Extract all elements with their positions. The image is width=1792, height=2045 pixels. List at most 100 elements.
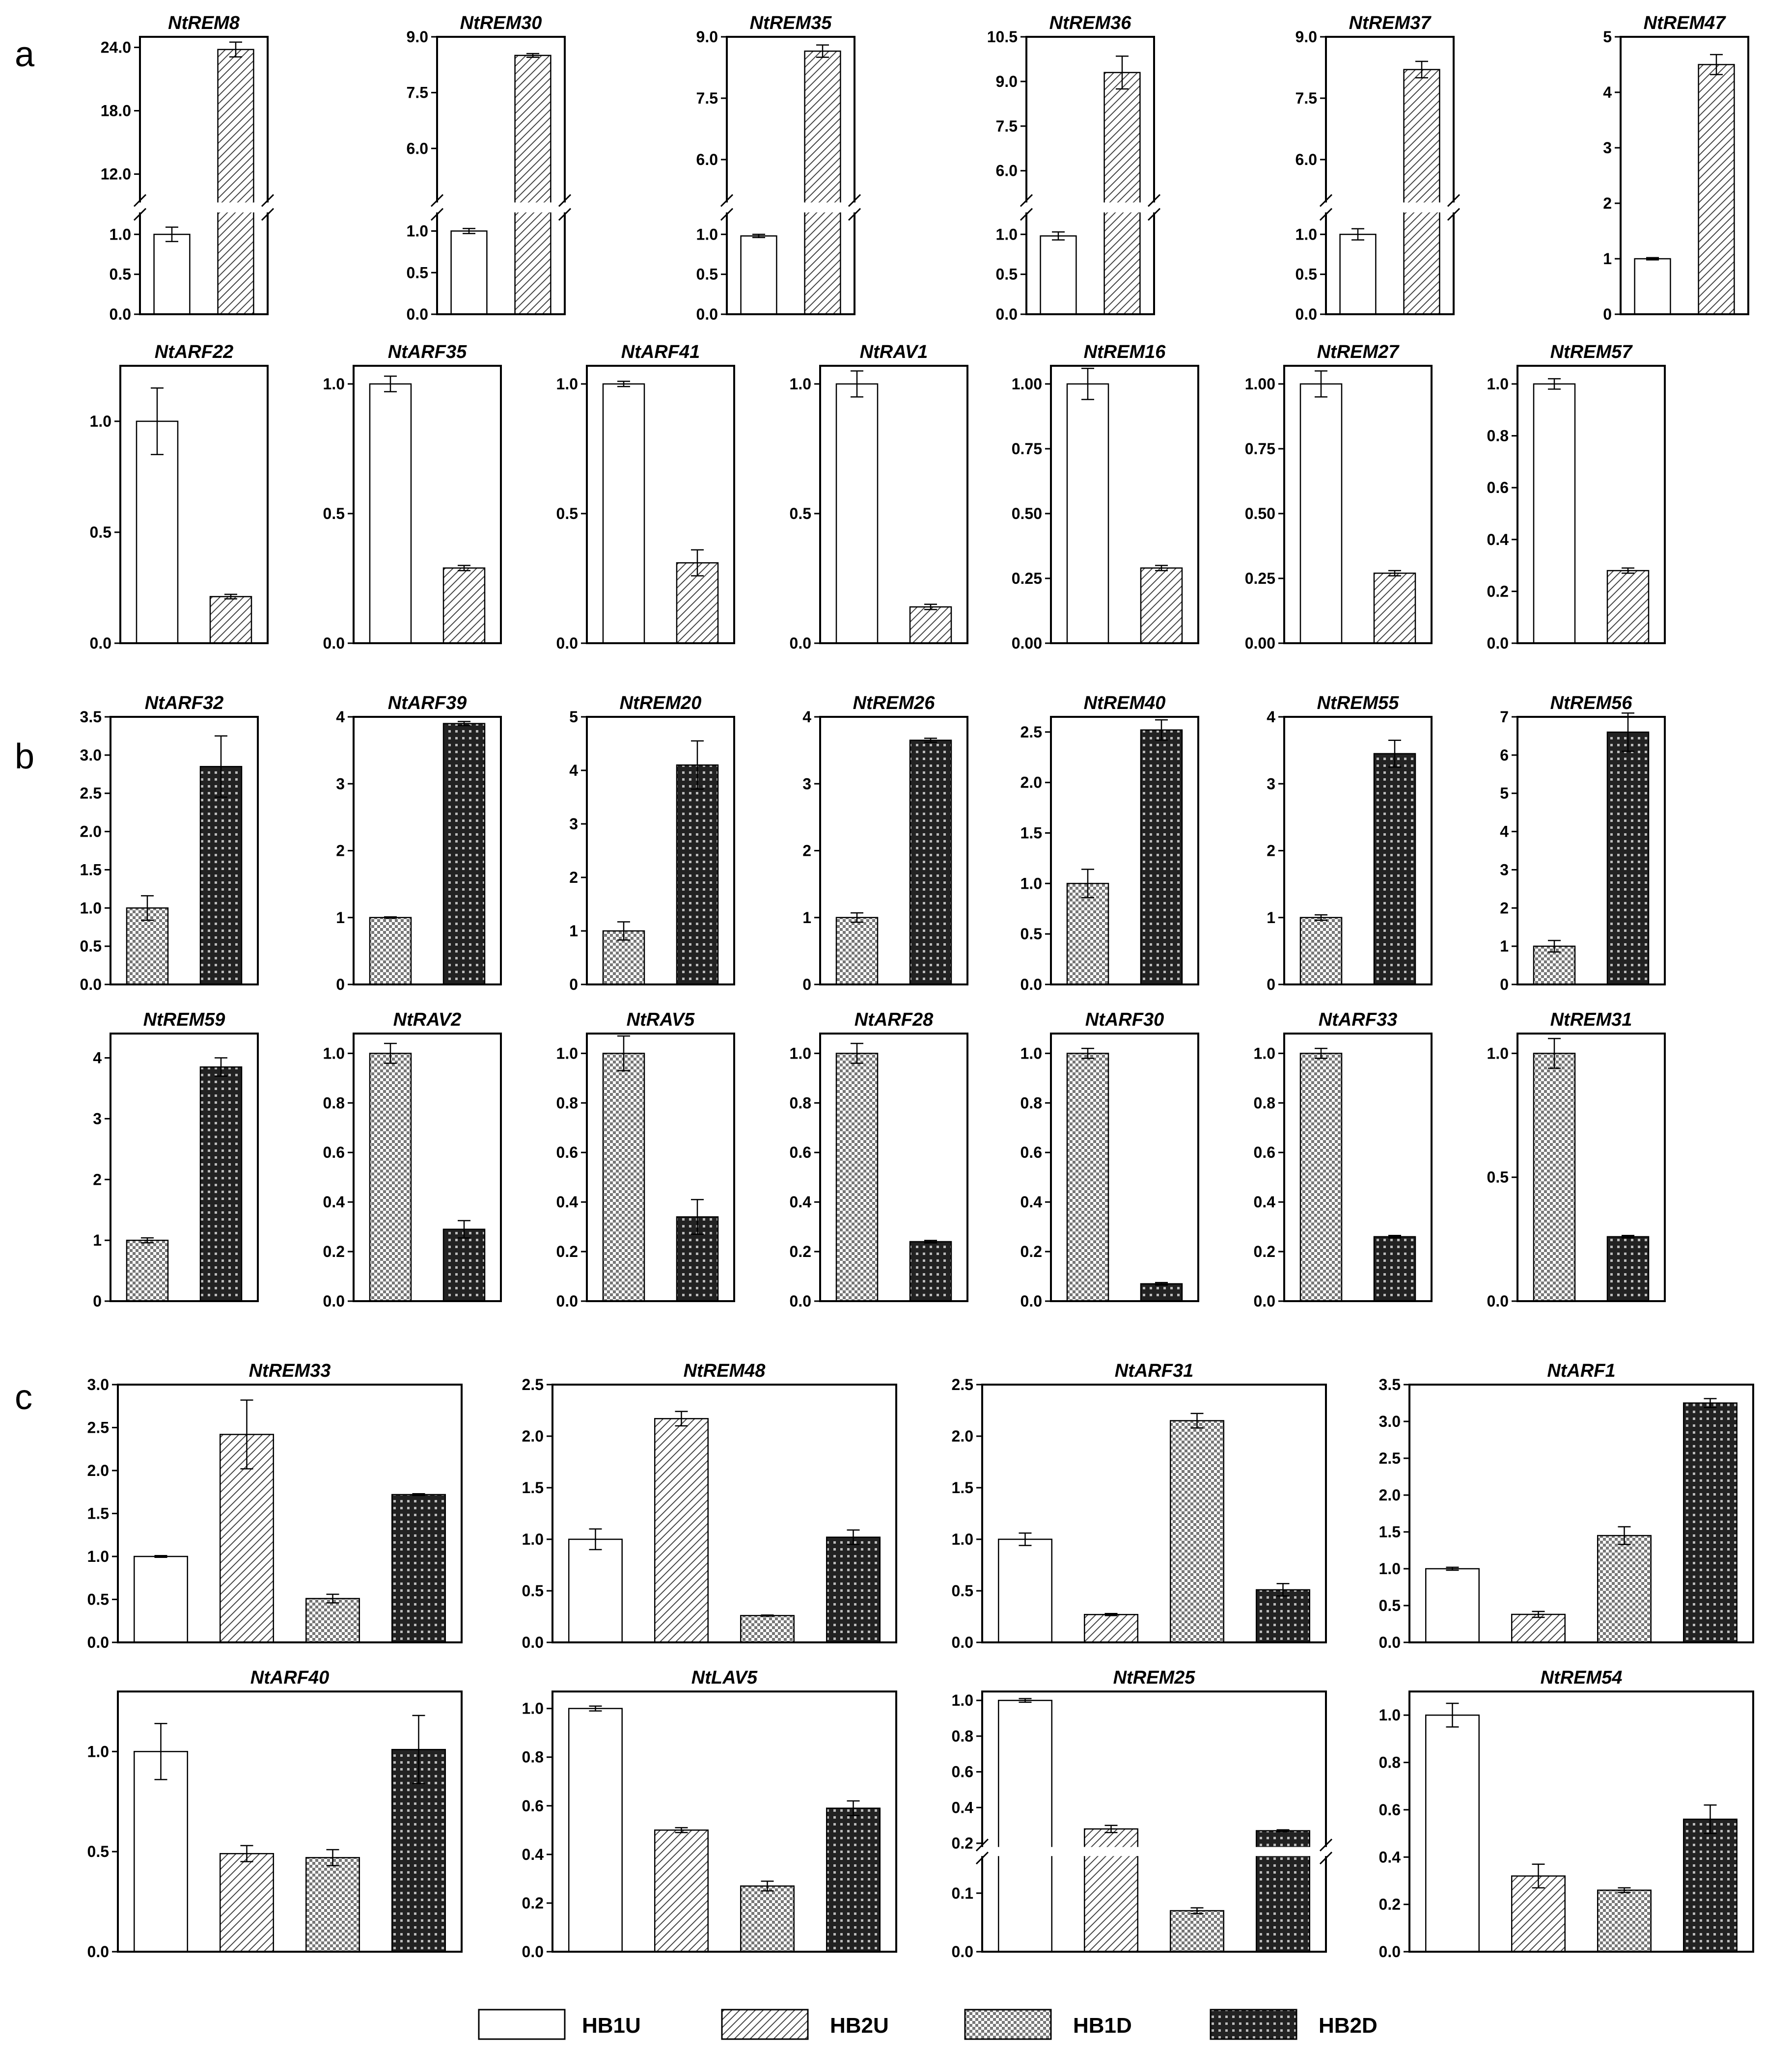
bar-ntrem57-hb1u xyxy=(1533,383,1576,644)
y-tick-label-ntrem36-2: 1.0 xyxy=(996,225,1018,243)
panel-ntrem27: NtREM27 0.00 0.25 0.50 0.75 1.00 xyxy=(1245,342,1433,652)
error-bar-ntrem55-hb2d xyxy=(1388,739,1401,768)
error-bar-ntrem37-hb2u xyxy=(1415,60,1428,79)
y-tick-label-ntrem8-2: 1.0 xyxy=(110,225,131,243)
y-tick-label-ntrem54-5: 1.0 xyxy=(1379,1706,1401,1724)
panel-title-ntarf39: NtARF39 xyxy=(388,693,467,713)
y-tick-label-ntarf22-2: 1.0 xyxy=(90,412,111,430)
bar-ntrav1-hb2u xyxy=(909,606,952,644)
y-tick-label-ntrem26-0: 0 xyxy=(802,976,811,993)
bar-ntrem27-hb2u xyxy=(1373,573,1416,644)
y-tick-label-ntarf32-0: 0.0 xyxy=(80,976,102,993)
error-bar-ntrem54-hb2d xyxy=(1704,1804,1717,1834)
error-bar-ntrem35-hb1u xyxy=(752,234,765,239)
section-label-b: b xyxy=(15,737,34,776)
panel-ntrem8: NtREM8 0.0 0.5 1.0 12.0 18.0 24.0 xyxy=(101,13,277,323)
y-tick-label-ntrem35-0: 0.0 xyxy=(696,305,718,323)
bar-ntrem56-hb1d xyxy=(1533,945,1576,985)
y-tick-label-ntrem33-6: 3.0 xyxy=(87,1376,109,1393)
bar-ntrav2-hb2d xyxy=(442,1228,486,1302)
y-tick-label-ntrem57-4: 0.8 xyxy=(1487,427,1509,445)
y-tick-label-ntarf39-0: 0 xyxy=(336,976,345,993)
error-bar-ntrem47-hb1u xyxy=(1646,257,1659,261)
error-bar-ntrem59-hb2d xyxy=(215,1057,227,1077)
y-tick-label-ntlav5-0: 0.0 xyxy=(522,1943,544,1961)
y-tick-label-ntrav1-1: 0.5 xyxy=(790,505,811,522)
plot-frame-ntrem37 xyxy=(1325,36,1455,315)
y-tick-label-ntrem27-1: 0.25 xyxy=(1245,570,1275,587)
y-tick-label-ntarf1-4: 2.0 xyxy=(1379,1486,1401,1504)
error-bar-ntlav5-hb2d xyxy=(847,1800,860,1816)
y-tick-label-ntrem37-4: 7.5 xyxy=(1296,89,1317,107)
panel-title-ntrem57: NtREM57 xyxy=(1550,342,1633,362)
legend-swatch-hb2d xyxy=(1210,2009,1297,2040)
error-bar-ntarf40-hb2d xyxy=(412,1715,425,1784)
y-tick-label-ntrem48-3: 1.5 xyxy=(522,1479,544,1497)
panel-ntrem33: NtREM33 0.0 0.5 1.0 1.5 2.0 2.5 3.0 xyxy=(87,1361,463,1651)
panel-ntrem31: NtREM31 0.0 0.5 1.0 xyxy=(1487,1009,1666,1310)
y-tick-label-ntrem55-0: 0 xyxy=(1267,976,1275,993)
error-bar-ntlav5-hb2u xyxy=(675,1827,688,1833)
error-bar-ntarf1-hb2u xyxy=(1532,1610,1545,1618)
plot-frame-ntrem30 xyxy=(436,36,566,315)
error-bar-ntrem33-hb1d xyxy=(326,1593,339,1604)
plot-frame-ntrem36 xyxy=(1025,36,1155,315)
error-bar-ntarf31-hb2d xyxy=(1276,1583,1290,1597)
y-tick-label-ntrem20-1: 1 xyxy=(569,922,578,940)
y-tick-label-ntrem56-3: 3 xyxy=(1500,861,1509,878)
y-tick-label-ntarf31-1: 0.5 xyxy=(952,1582,973,1600)
y-tick-label-ntarf30-1: 0.2 xyxy=(1020,1243,1042,1260)
error-bar-ntrem25-hb1u xyxy=(1019,1698,1032,1703)
y-tick-label-ntarf33-0: 0.0 xyxy=(1254,1292,1275,1310)
y-tick-label-ntarf1-0: 0.0 xyxy=(1379,1634,1401,1651)
panel-ntarf39: NtARF39 0 1 2 3 4 xyxy=(336,693,502,993)
bar-ntrem54-hb1u xyxy=(1425,1714,1480,1953)
plot-frame-ntrem59 xyxy=(110,1033,259,1302)
bar-ntarf31-hb2u xyxy=(1084,1614,1138,1643)
axis-break-gap-ntrem30 xyxy=(427,202,575,213)
plot-frame-ntrem47 xyxy=(1620,36,1749,315)
y-tick-label-ntlav5-3: 0.6 xyxy=(522,1797,544,1815)
axis-break-marks-ntrem37 xyxy=(1319,194,1461,221)
y-tick-label-ntrem35-5: 9.0 xyxy=(696,28,718,46)
y-tick-label-ntrem56-4: 4 xyxy=(1500,823,1509,841)
y-tick-label-ntrem33-3: 1.5 xyxy=(87,1505,109,1523)
plot-frame-ntrem20 xyxy=(586,716,735,985)
y-tick-label-ntrem26-3: 3 xyxy=(802,775,811,792)
y-tick-label-ntrem31-2: 1.0 xyxy=(1487,1044,1509,1062)
y-tick-label-ntrem36-6: 10.5 xyxy=(987,28,1018,46)
bar-ntrem48-hb2u xyxy=(654,1418,709,1643)
plot-frame-ntrem31 xyxy=(1516,1033,1666,1302)
panel-ntrem57: NtREM57 0.0 0.2 0.4 0.6 0.8 1.0 xyxy=(1487,342,1666,652)
error-bar-ntarf22-hb2u xyxy=(224,594,237,600)
y-tick-label-ntarf22-0: 0.0 xyxy=(90,634,111,652)
y-tick-label-ntrem31-1: 0.5 xyxy=(1487,1169,1509,1186)
y-tick-label-ntarf40-1: 0.5 xyxy=(87,1843,109,1860)
error-bar-ntrav1-hb2u xyxy=(924,603,937,610)
panel-title-ntrav2: NtRAV2 xyxy=(393,1009,462,1030)
y-tick-label-ntarf41-0: 0.0 xyxy=(556,634,578,652)
plot-frame-ntrav1 xyxy=(819,365,968,644)
bar-ntarf35-hb1u xyxy=(369,383,412,644)
error-bar-ntrem8-hb2u xyxy=(229,41,242,58)
bar-ntrem20-hb2d xyxy=(676,764,719,985)
y-tick-label-ntrem54-4: 0.8 xyxy=(1379,1754,1401,1772)
y-tick-label-ntrem37-0: 0.0 xyxy=(1296,305,1317,323)
panel-title-ntrem55: NtREM55 xyxy=(1317,693,1400,713)
error-bar-ntrem48-hb2u xyxy=(675,1411,688,1427)
panel-ntrem47: NtREM47 0 1 2 3 4 5 xyxy=(1603,13,1749,323)
y-tick-label-ntlav5-1: 0.2 xyxy=(522,1894,544,1912)
y-tick-label-ntrav5-0: 0.0 xyxy=(556,1292,578,1310)
bar-ntrav2-hb1d xyxy=(369,1053,412,1302)
y-tick-label-ntrem30-4: 7.5 xyxy=(407,84,428,102)
bar-ntrem31-hb2d xyxy=(1606,1236,1650,1302)
y-tick-label-ntrem37-2: 1.0 xyxy=(1296,225,1317,243)
bar-ntrem48-hb2d xyxy=(826,1536,881,1643)
error-bar-ntrem48-hb2d xyxy=(847,1529,860,1545)
bar-ntrem37-hb2u xyxy=(1403,69,1440,315)
y-tick-label-ntrem31-0: 0.0 xyxy=(1487,1292,1509,1310)
legend-swatch-hb1d xyxy=(964,2009,1052,2040)
y-tick-label-ntrem56-5: 5 xyxy=(1500,785,1509,802)
bar-ntrem54-hb2u xyxy=(1511,1875,1566,1953)
plot-frame-ntarf35 xyxy=(353,365,502,644)
